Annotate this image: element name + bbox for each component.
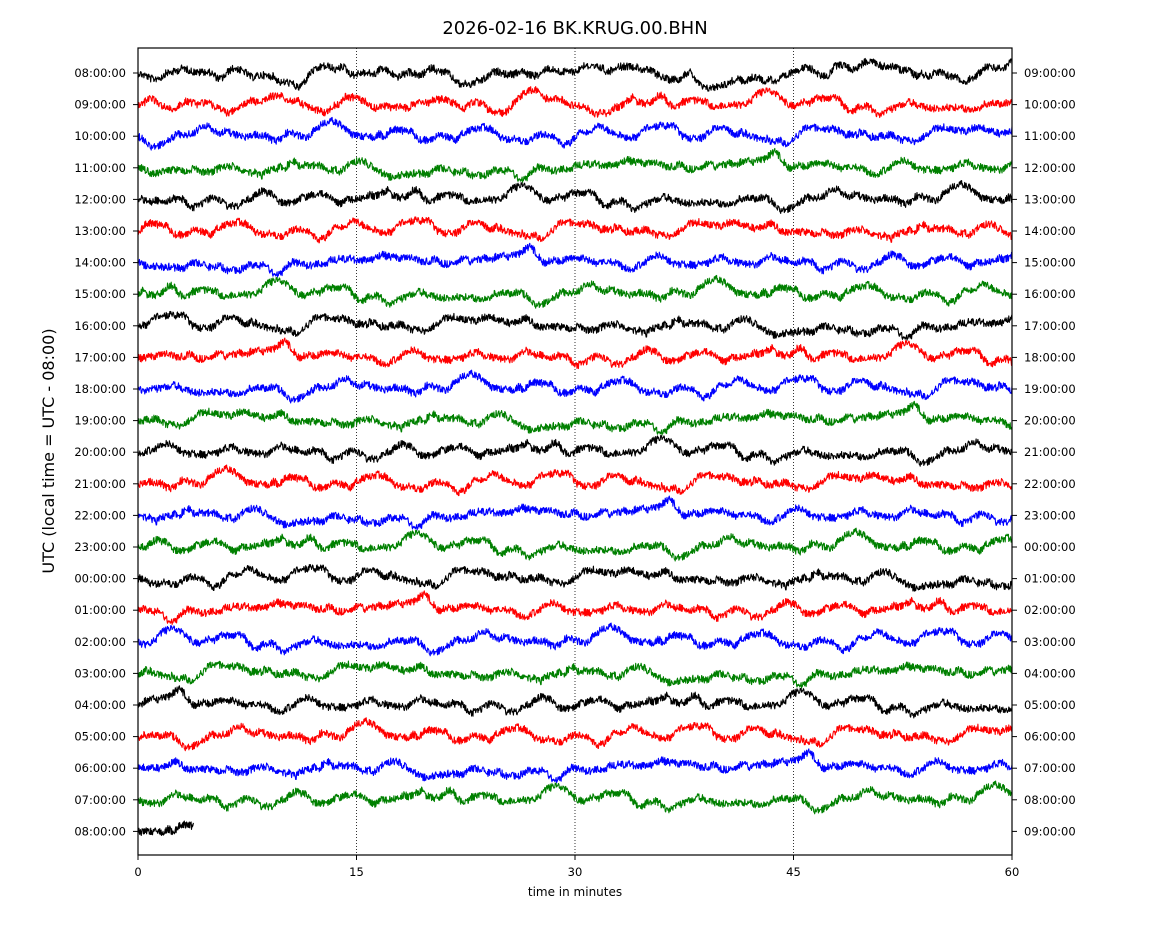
trace-line xyxy=(137,180,1013,214)
y-tick-label-left: 04:00:00 xyxy=(74,698,126,712)
trace-line xyxy=(137,242,1013,278)
y-tick-label-left: 12:00:00 xyxy=(74,192,126,206)
y-tick-label-left: 11:00:00 xyxy=(74,161,126,175)
y-tick-label-right: 01:00:00 xyxy=(1024,572,1076,586)
y-tick-label-right: 14:00:00 xyxy=(1024,224,1076,238)
trace-line xyxy=(137,464,1013,497)
x-tick-label: 60 xyxy=(1005,865,1020,879)
trace-line xyxy=(137,748,1013,784)
y-tick-label-right: 00:00:00 xyxy=(1024,540,1076,554)
y-tick-label-left: 03:00:00 xyxy=(74,666,126,680)
y-tick-label-left: 08:00:00 xyxy=(74,66,126,80)
x-axis-label: time in minutes xyxy=(528,885,622,899)
y-tick-labels-left: 08:00:00 09:00:00 10:00:00 11:00:00 12:00:00… xyxy=(74,66,138,838)
y-tick-label-left: 21:00:00 xyxy=(74,477,126,491)
y-tick-label-right: 09:00:00 xyxy=(1024,66,1076,80)
y-tick-label-left: 07:00:00 xyxy=(74,793,126,807)
y-tick-label-right: 12:00:00 xyxy=(1024,161,1076,175)
trace-line xyxy=(137,369,1013,404)
trace-line xyxy=(137,274,1013,309)
trace-line xyxy=(137,660,1013,689)
trace-line xyxy=(137,57,1013,92)
y-tick-label-right: 02:00:00 xyxy=(1024,603,1076,617)
y-tick-label-right: 18:00:00 xyxy=(1024,350,1076,364)
y-tick-label-right: 23:00:00 xyxy=(1024,508,1076,522)
y-tick-label-right: 03:00:00 xyxy=(1024,635,1076,649)
y-tick-label-left: 18:00:00 xyxy=(74,382,126,396)
x-tick-label: 30 xyxy=(568,865,583,879)
trace-line xyxy=(137,685,1013,719)
x-tick-label: 15 xyxy=(349,865,364,879)
y-axis-label: UTC (local time = UTC - 08:00) xyxy=(39,328,58,573)
trace-line xyxy=(137,622,1013,657)
trace-line xyxy=(137,780,1013,815)
y-tick-label-right: 19:00:00 xyxy=(1024,382,1076,396)
grid-lines xyxy=(356,48,794,855)
y-tick-label-left: 16:00:00 xyxy=(74,319,126,333)
plot-frame xyxy=(137,47,1013,856)
x-tick-label: 0 xyxy=(134,865,141,879)
y-tick-label-left: 09:00:00 xyxy=(74,98,126,112)
y-tick-label-left: 13:00:00 xyxy=(74,224,126,238)
y-tick-label-left: 01:00:00 xyxy=(74,603,126,617)
trace-line xyxy=(137,400,1013,436)
y-tick-label-left: 10:00:00 xyxy=(74,129,126,143)
trace-line xyxy=(137,216,1013,244)
trace-line xyxy=(137,337,1013,370)
y-tick-label-right: 16:00:00 xyxy=(1024,287,1076,301)
y-tick-label-right: 11:00:00 xyxy=(1024,129,1076,143)
trace-line xyxy=(137,116,1013,151)
y-tick-label-left: 23:00:00 xyxy=(74,540,126,554)
chart-title: 2026-02-16 BK.KRUG.00.BHN xyxy=(442,18,707,39)
trace-line xyxy=(137,590,1013,625)
y-tick-label-left: 05:00:00 xyxy=(74,730,126,744)
trace-line xyxy=(137,563,1013,592)
y-tick-label-left: 02:00:00 xyxy=(74,635,126,649)
y-tick-label-left: 19:00:00 xyxy=(74,414,126,428)
y-tick-label-left: 00:00:00 xyxy=(74,572,126,586)
y-tick-label-left: 22:00:00 xyxy=(74,508,126,522)
y-tick-label-left: 20:00:00 xyxy=(74,445,126,459)
y-tick-label-left: 06:00:00 xyxy=(74,761,126,775)
y-tick-label-right: 08:00:00 xyxy=(1024,793,1076,807)
y-tick-label-right: 20:00:00 xyxy=(1024,414,1076,428)
y-tick-label-right: 21:00:00 xyxy=(1024,445,1076,459)
y-tick-label-right: 10:00:00 xyxy=(1024,98,1076,112)
y-tick-labels-right: 09:00:00 10:00:00 11:00:00 12:00:00 13:00:00… xyxy=(1012,66,1076,838)
y-tick-label-right: 17:00:00 xyxy=(1024,319,1076,333)
traces xyxy=(137,57,1013,837)
y-tick-label-left: 17:00:00 xyxy=(74,350,126,364)
y-tick-label-right: 15:00:00 xyxy=(1024,256,1076,270)
y-tick-label-right: 09:00:00 xyxy=(1024,824,1076,838)
y-tick-label-right: 07:00:00 xyxy=(1024,761,1076,775)
y-tick-label-right: 05:00:00 xyxy=(1024,698,1076,712)
trace-line xyxy=(137,495,1013,531)
x-tick-label: 45 xyxy=(786,865,801,879)
y-tick-label-right: 04:00:00 xyxy=(1024,666,1076,680)
trace-line xyxy=(137,717,1013,752)
trace-line xyxy=(137,310,1013,341)
y-tick-label-right: 13:00:00 xyxy=(1024,192,1076,206)
y-tick-label-left: 08:00:00 xyxy=(74,824,126,838)
trace-line xyxy=(137,147,1013,183)
y-tick-label-left: 15:00:00 xyxy=(74,287,126,301)
y-tick-label-right: 06:00:00 xyxy=(1024,730,1076,744)
y-tick-label-left: 14:00:00 xyxy=(74,256,126,270)
trace-line xyxy=(137,86,1013,119)
y-tick-label-right: 22:00:00 xyxy=(1024,477,1076,491)
trace-line xyxy=(137,434,1013,467)
x-axis-ticks: 0 15 30 45 60 xyxy=(134,855,1019,879)
trace-line xyxy=(137,527,1013,562)
trace-line xyxy=(137,820,194,837)
